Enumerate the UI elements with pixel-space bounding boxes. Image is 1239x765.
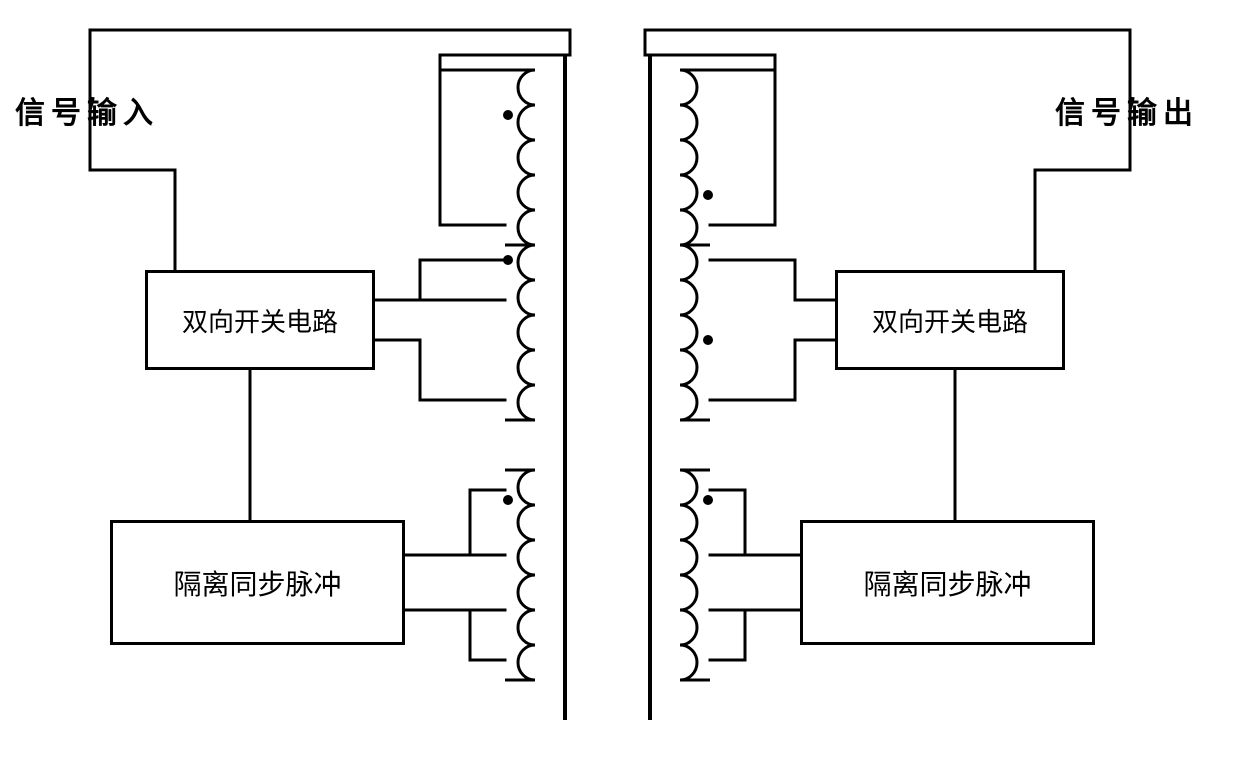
signal-output-label: 信号输出 bbox=[1055, 88, 1199, 132]
block-label: 双向开关电路 bbox=[182, 302, 338, 339]
bidirectional-switch-right-block: 双向开关电路 bbox=[835, 270, 1065, 370]
block-label: 隔离同步脉冲 bbox=[863, 563, 1031, 603]
isolated-sync-pulse-right-block: 隔离同步脉冲 bbox=[800, 520, 1095, 645]
bidirectional-switch-left-block: 双向开关电路 bbox=[145, 270, 375, 370]
signal-input-label: 信号输入 bbox=[15, 88, 159, 132]
block-label: 隔离同步脉冲 bbox=[173, 563, 341, 603]
wiring-svg bbox=[0, 0, 1239, 765]
diagram-canvas: 信号输入 信号输出 双向开关电路 双向开关电路 隔离同步脉冲 隔离同步脉冲 bbox=[0, 0, 1239, 765]
block-label: 双向开关电路 bbox=[872, 302, 1028, 339]
isolated-sync-pulse-left-block: 隔离同步脉冲 bbox=[110, 520, 405, 645]
